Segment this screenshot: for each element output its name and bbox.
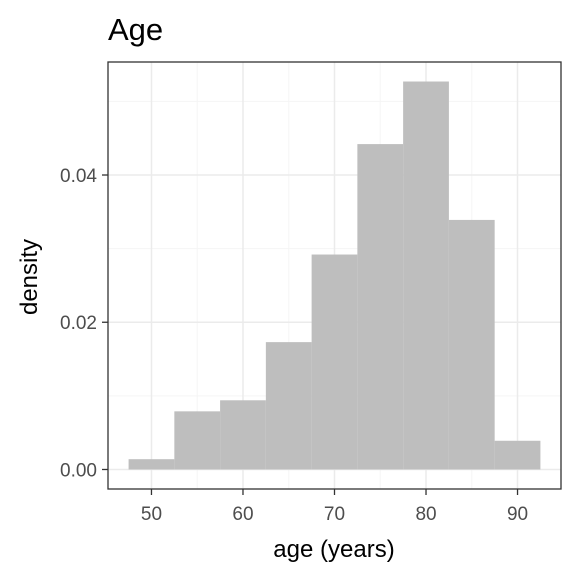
x-tick-label: 70 (324, 504, 345, 525)
x-tick-label: 80 (415, 504, 436, 525)
x-tick-label: 50 (141, 504, 162, 525)
y-tick-label: 0.00 (60, 460, 97, 481)
y-axis-title: density (16, 239, 43, 315)
x-axis-ticks: 50 60 70 80 90 (141, 489, 528, 525)
histogram-bar (448, 219, 495, 470)
x-tick-label: 60 (232, 504, 253, 525)
histogram-bar (357, 144, 404, 470)
y-tick-label: 0.02 (60, 313, 97, 334)
x-axis-title: age (years) (273, 536, 394, 563)
histogram-bar (403, 81, 449, 470)
y-axis-ticks: 0.00 0.02 0.04 (60, 166, 108, 481)
histogram-bar (311, 254, 358, 470)
x-tick-label: 90 (507, 504, 528, 525)
histogram-bar (128, 459, 175, 470)
chart-title: Age (108, 12, 163, 47)
y-tick-label: 0.04 (60, 166, 97, 187)
histogram-bars (128, 81, 541, 470)
histogram-bar (265, 342, 312, 470)
histogram-bar (220, 400, 266, 470)
histogram-bar (174, 411, 221, 470)
histogram-bar (494, 440, 541, 470)
